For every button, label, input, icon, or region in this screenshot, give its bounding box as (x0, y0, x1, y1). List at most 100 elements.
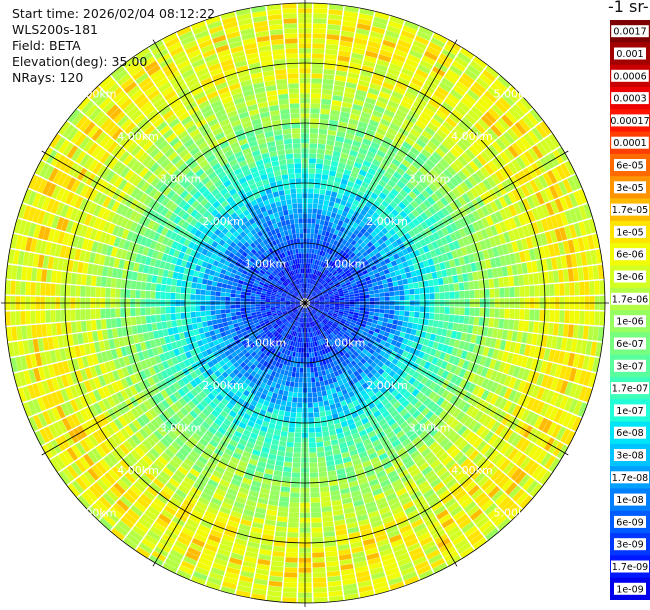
data-cell (348, 154, 357, 162)
data-cell (538, 174, 549, 189)
data-cell (397, 348, 404, 356)
data-cell (309, 303, 315, 306)
data-cell (312, 577, 327, 583)
data-cell (519, 153, 531, 167)
data-cell (293, 387, 299, 393)
data-cell (353, 42, 367, 50)
data-cell (308, 407, 314, 413)
data-cell (343, 292, 349, 296)
data-cell (529, 413, 540, 427)
data-cell (544, 136, 556, 151)
data-cell (381, 335, 388, 342)
data-cell (400, 219, 408, 227)
data-cell (365, 201, 373, 209)
data-cell (309, 138, 318, 144)
data-cell (306, 342, 309, 348)
data-cell (444, 337, 451, 346)
data-cell (321, 289, 327, 293)
data-cell (472, 141, 484, 154)
data-cell (306, 283, 308, 289)
data-cell (356, 260, 363, 266)
data-cell (273, 470, 283, 477)
data-cell (322, 395, 328, 402)
data-cell (316, 282, 320, 288)
data-cell (481, 389, 490, 401)
data-cell (401, 248, 409, 256)
data-cell (465, 263, 472, 273)
data-cell (315, 219, 321, 225)
data-cell (550, 257, 558, 270)
data-cell (321, 174, 329, 180)
data-cell (413, 282, 419, 289)
data-cell (465, 351, 473, 361)
data-cell (391, 158, 401, 167)
data-cell (331, 269, 336, 274)
data-cell (479, 73, 493, 86)
data-cell (399, 310, 405, 316)
data-cell (307, 288, 310, 294)
data-cell (389, 95, 402, 105)
data-cell (446, 329, 453, 338)
data-cell (394, 269, 401, 276)
data-cell (578, 370, 587, 385)
data-cell (324, 305, 330, 308)
data-cell (387, 179, 396, 188)
data-cell (358, 254, 365, 261)
data-cell (487, 160, 499, 173)
data-cell (333, 280, 339, 285)
data-cell (531, 333, 538, 346)
data-cell (554, 228, 563, 242)
data-cell (408, 82, 422, 92)
data-cell (546, 258, 553, 271)
data-cell (322, 274, 327, 280)
data-cell (527, 130, 540, 144)
data-cell (314, 301, 320, 303)
data-cell (307, 273, 309, 279)
data-cell (383, 268, 390, 275)
data-cell (332, 207, 339, 214)
data-cell (425, 159, 436, 169)
data-cell (356, 245, 363, 252)
data-cell (358, 147, 368, 155)
data-cell (359, 116, 370, 124)
data-cell (503, 193, 513, 206)
data-cell (472, 271, 479, 281)
data-cell (514, 342, 521, 354)
data-cell (457, 195, 467, 206)
data-cell (309, 289, 312, 295)
data-cell (466, 190, 476, 201)
data-cell (380, 140, 391, 149)
data-cell (567, 414, 578, 430)
data-cell (369, 274, 376, 280)
data-cell (476, 219, 485, 230)
data-cell (325, 450, 333, 457)
data-cell (408, 334, 415, 341)
data-cell (558, 351, 566, 365)
data-cell (359, 8, 375, 16)
data-cell (526, 223, 535, 236)
data-cell (412, 174, 422, 183)
data-cell (431, 327, 438, 335)
data-cell (342, 314, 348, 318)
data-cell (433, 313, 440, 321)
data-cell (467, 64, 481, 77)
data-cell (562, 324, 569, 337)
data-cell (312, 259, 316, 265)
data-cell (352, 140, 362, 148)
data-cell (316, 260, 320, 266)
data-cell (362, 269, 368, 275)
data-cell (387, 67, 400, 77)
data-cell (308, 295, 312, 300)
data-cell (427, 340, 435, 348)
data-cell (334, 303, 340, 306)
data-cell (360, 111, 372, 119)
data-cell (334, 300, 340, 303)
data-cell (323, 292, 328, 296)
data-cell (480, 228, 489, 240)
data-cell (313, 587, 327, 593)
data-cell (428, 183, 438, 193)
data-cell (382, 136, 393, 145)
data-cell (516, 354, 524, 367)
data-cell (549, 407, 559, 421)
data-cell (487, 268, 494, 279)
